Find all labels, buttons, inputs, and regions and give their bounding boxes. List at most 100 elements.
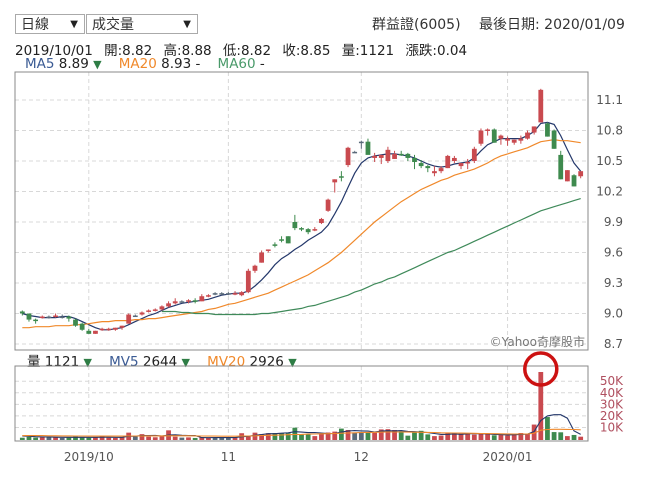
- candle: [33, 319, 39, 322]
- candle: [445, 155, 451, 169]
- candle: [232, 293, 238, 295]
- price-tick-label: 9.0: [604, 307, 623, 321]
- volume-bar: [531, 424, 537, 440]
- volume-bar: [312, 436, 318, 440]
- date-tick-label: 11: [221, 450, 236, 464]
- volume-bar: [159, 436, 165, 440]
- volume-bar: [498, 434, 504, 440]
- candle: [412, 157, 417, 163]
- volume-bar: [338, 428, 344, 440]
- candle: [299, 228, 304, 230]
- volume-bar: [279, 433, 284, 440]
- period-select[interactable]: 日線 ▼: [15, 14, 85, 34]
- candle: [538, 89, 544, 123]
- volume-bar: [79, 437, 85, 440]
- volume-bar: [259, 434, 265, 440]
- volume-bar: [412, 431, 417, 440]
- volume-bar: [425, 434, 431, 440]
- candle: [219, 293, 225, 295]
- volume-bar: [186, 437, 191, 440]
- volume-bar: [352, 432, 358, 440]
- volume-bar: [558, 432, 564, 440]
- volume-bar: [73, 436, 78, 440]
- candle: [259, 252, 265, 263]
- candle: [564, 170, 570, 182]
- volume-bar: [372, 432, 378, 440]
- candle: [146, 310, 152, 312]
- candle: [265, 249, 271, 251]
- candle: [425, 166, 431, 169]
- volume-bar: [232, 437, 238, 440]
- candle: [558, 154, 564, 180]
- price-tick-label: 10.2: [596, 185, 623, 199]
- indicator-select[interactable]: 成交量 ▼: [86, 14, 198, 34]
- candle: [199, 296, 205, 302]
- candle: [398, 153, 404, 156]
- candle: [279, 239, 284, 241]
- volume-bar: [33, 437, 39, 440]
- ma20-label: MA20: [118, 56, 157, 72]
- volume-bar: [265, 433, 271, 440]
- candle: [365, 141, 371, 155]
- volume-tick-label: 40K: [600, 386, 624, 400]
- candlesticks: [19, 88, 584, 334]
- volume-spike-highlight-circle: [523, 351, 559, 387]
- volume-bar: [99, 435, 105, 440]
- candle: [245, 270, 251, 293]
- volume-bar: [86, 437, 92, 440]
- volume-bar: [39, 437, 45, 440]
- period-select-value: 日線: [21, 17, 49, 33]
- volume-bar: [305, 433, 311, 440]
- volume-bar: [192, 437, 198, 440]
- volume-bar: [325, 432, 331, 440]
- copyright-text: ©Yahoo奇摩股市: [490, 334, 585, 349]
- candle: [192, 300, 198, 302]
- candle: [225, 293, 231, 295]
- volume-bar: [471, 434, 477, 440]
- volume-bars: [19, 372, 584, 440]
- ohlc-change: 漲跌:0.04: [405, 43, 468, 59]
- ohlc-volume: 量:1121: [341, 43, 395, 59]
- candle: [19, 311, 25, 314]
- date-axis-labels: 2019/10 11 12 2020/01: [64, 450, 533, 464]
- volume-bar: [365, 432, 371, 440]
- chevron-down-icon: ▼: [70, 19, 78, 30]
- price-tick-label: 10.5: [596, 154, 623, 168]
- candle: [159, 306, 165, 310]
- ma60-value: -: [259, 56, 265, 72]
- volume-bar: [53, 437, 58, 440]
- volume-bar: [392, 429, 397, 440]
- volume-bar: [485, 433, 491, 440]
- ma-legend: MA5 8.89 ▼ MA20 8.93 - MA60 -: [25, 56, 265, 72]
- volume-bar: [511, 434, 517, 440]
- candle: [478, 130, 484, 144]
- ohlc-info: 2019/10/01 開:8.82 高:8.88 低:8.82 收:8.85 量…: [15, 39, 474, 59]
- ma5-line: [22, 121, 582, 331]
- candle: [106, 328, 112, 331]
- volume-bar: [525, 433, 530, 440]
- ma20-line: [22, 138, 581, 329]
- candle: [132, 315, 138, 318]
- volume-bar: [66, 437, 72, 440]
- candle: [432, 171, 437, 174]
- volume-bar: [478, 433, 484, 440]
- volume-bar: [465, 434, 471, 440]
- candle: [59, 316, 65, 319]
- ohlc-high: 高:8.88: [163, 43, 212, 59]
- candle: [485, 129, 491, 131]
- candle: [272, 244, 278, 246]
- down-triangle-icon: ▼: [93, 58, 102, 71]
- volume-bar: [172, 436, 178, 440]
- price-tick-label: 9.6: [604, 246, 623, 260]
- candle: [73, 319, 78, 326]
- volume-bar: [518, 432, 524, 440]
- candle: [518, 138, 524, 141]
- candle: [119, 325, 125, 328]
- volume-bar: [358, 432, 364, 440]
- candle: [458, 163, 464, 167]
- candle: [438, 168, 444, 172]
- candle: [352, 151, 358, 154]
- indicator-select-value: 成交量: [92, 17, 134, 33]
